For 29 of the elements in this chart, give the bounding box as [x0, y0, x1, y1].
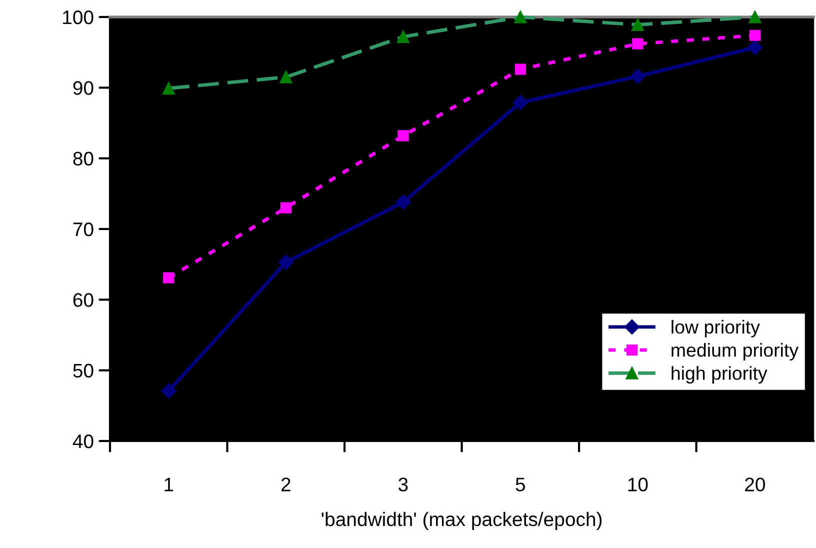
x-axis-title: 'bandwidth' (max packets/epoch) [322, 512, 602, 530]
y-tick-label: 100 [63, 10, 94, 24]
point [632, 38, 644, 50]
x-tick-label: 10 [628, 478, 648, 492]
point [161, 383, 176, 398]
legend-label: low priority [672, 320, 760, 338]
legend-label: high priority [672, 366, 768, 384]
y-tick-label: 90 [73, 81, 94, 95]
point [398, 130, 409, 142]
legend-label: medium priority [672, 343, 799, 360]
point [630, 68, 646, 84]
point [512, 94, 528, 110]
y-tick-label: 50 [73, 364, 94, 378]
point [747, 40, 762, 55]
y-tick-label: 80 [73, 152, 94, 166]
point [278, 254, 294, 270]
y-tick-label: 60 [73, 293, 94, 307]
y-tick-label: 40 [72, 434, 94, 448]
x-tick-label: 3 [398, 478, 408, 492]
y-tick-label: 70 [73, 222, 94, 236]
point [749, 30, 760, 41]
x-tick-label: 1 [164, 478, 174, 492]
point [514, 64, 526, 75]
x-tick-label: 5 [516, 478, 525, 492]
point [163, 272, 174, 284]
point [280, 202, 292, 214]
x-tick-label: 2 [281, 478, 290, 492]
x-tick-label: 20 [745, 478, 765, 492]
point [396, 194, 411, 210]
